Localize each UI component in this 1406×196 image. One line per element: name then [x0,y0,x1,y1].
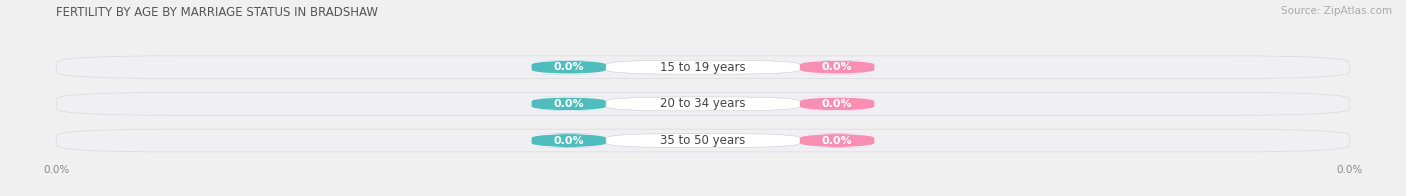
FancyBboxPatch shape [797,60,877,74]
FancyBboxPatch shape [56,93,1350,115]
FancyBboxPatch shape [606,60,800,74]
Text: 0.0%: 0.0% [823,99,852,109]
Text: 20 to 34 years: 20 to 34 years [661,97,745,110]
Text: 0.0%: 0.0% [554,62,583,72]
FancyBboxPatch shape [56,56,1350,79]
Text: 0.0%: 0.0% [554,99,583,109]
Text: 15 to 19 years: 15 to 19 years [661,61,745,74]
FancyBboxPatch shape [529,97,609,111]
Text: 0.0%: 0.0% [823,136,852,146]
FancyBboxPatch shape [529,134,609,148]
FancyBboxPatch shape [797,134,877,148]
FancyBboxPatch shape [56,129,1350,152]
Text: Source: ZipAtlas.com: Source: ZipAtlas.com [1281,6,1392,16]
Text: 35 to 50 years: 35 to 50 years [661,134,745,147]
Text: FERTILITY BY AGE BY MARRIAGE STATUS IN BRADSHAW: FERTILITY BY AGE BY MARRIAGE STATUS IN B… [56,6,378,19]
FancyBboxPatch shape [606,97,800,111]
FancyBboxPatch shape [529,60,609,74]
FancyBboxPatch shape [797,97,877,111]
Text: 0.0%: 0.0% [554,136,583,146]
FancyBboxPatch shape [606,134,800,148]
Text: 0.0%: 0.0% [823,62,852,72]
